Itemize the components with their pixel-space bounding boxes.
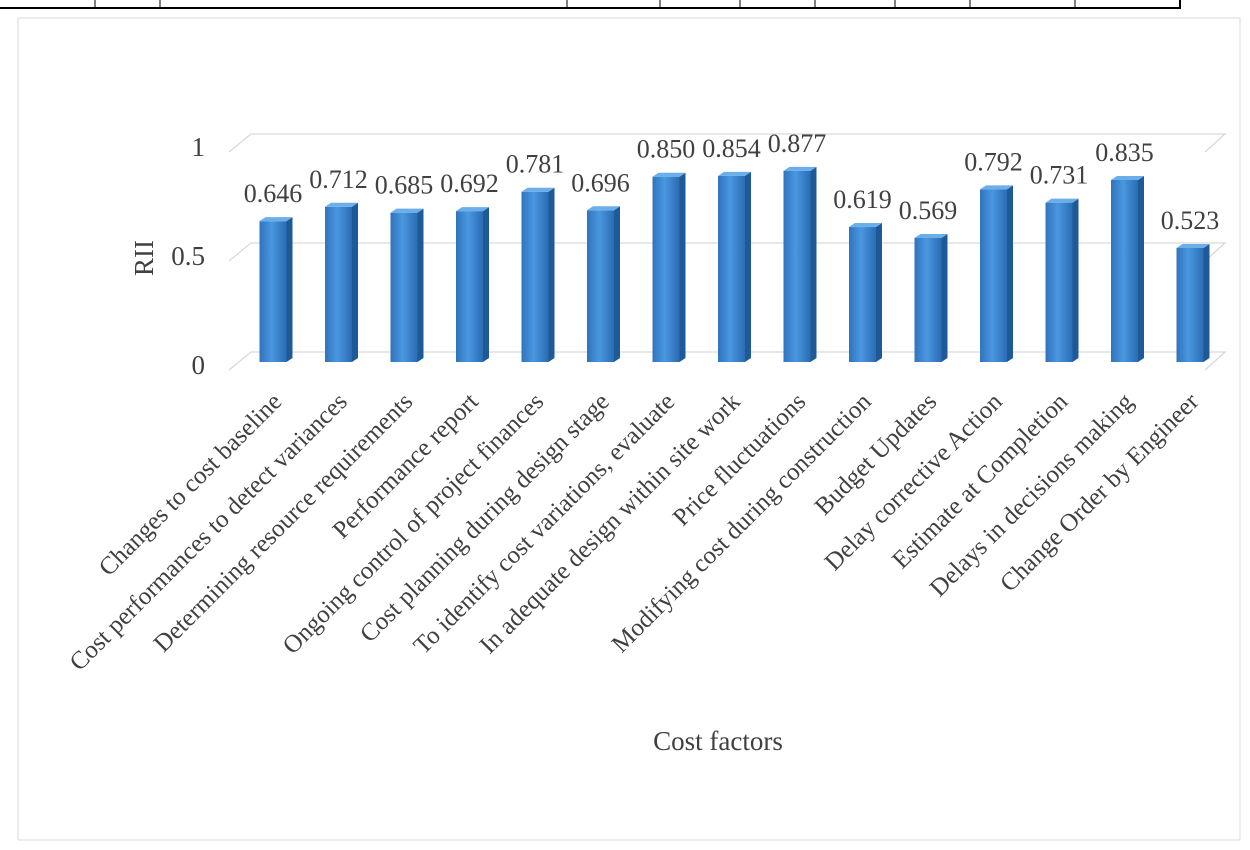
bar: [390, 208, 424, 362]
bar: [1045, 198, 1079, 362]
bar: [980, 185, 1013, 362]
bar: [587, 206, 620, 362]
y-axis-title: RII: [129, 240, 159, 276]
data-label: 0.781: [506, 150, 565, 179]
bar: [1111, 175, 1144, 362]
data-label: 0.731: [1030, 161, 1089, 190]
data-label: 0.792: [964, 147, 1023, 176]
bar: [521, 187, 555, 362]
data-label: 0.850: [637, 135, 696, 164]
y-tick-label: 1: [192, 132, 206, 162]
x-axis-title: Cost factors: [653, 726, 783, 756]
data-label: 0.569: [899, 196, 958, 225]
data-label: 0.523: [1161, 206, 1220, 235]
bar: [783, 166, 817, 362]
data-label: 0.685: [375, 171, 434, 200]
data-label: 0.835: [1095, 138, 1154, 167]
bar: [652, 172, 686, 362]
bar: [914, 233, 948, 362]
bar: [456, 207, 489, 362]
data-label: 0.696: [571, 168, 630, 197]
data-label: 0.692: [440, 169, 499, 198]
data-label: 0.854: [702, 134, 761, 163]
data-label: 0.646: [244, 179, 303, 208]
data-label: 0.712: [309, 165, 368, 194]
y-axis-tick-labels: 00.51: [171, 132, 205, 380]
y-tick-label: 0.5: [171, 241, 205, 271]
data-label: 0.877: [768, 129, 827, 158]
bar: [325, 202, 358, 362]
bar: [849, 223, 882, 362]
bars: [259, 166, 1210, 362]
data-label: 0.619: [833, 185, 892, 214]
bar: [718, 171, 751, 362]
y-tick-label: 0: [192, 350, 206, 380]
bar: [1176, 243, 1210, 362]
bar: [259, 217, 293, 362]
gridline: [228, 133, 1227, 153]
